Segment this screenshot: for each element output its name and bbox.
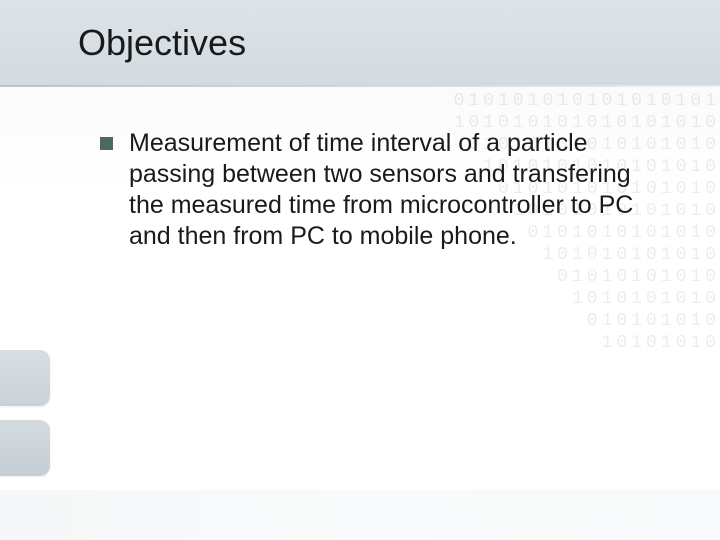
decorative-tab: [0, 420, 50, 476]
decorative-tab: [0, 350, 50, 406]
slide: Objectives 010101010101010101 1010101010…: [0, 0, 720, 540]
title-divider: [0, 85, 720, 87]
slide-title: Objectives: [78, 22, 246, 64]
left-decorative-tabs: [0, 350, 50, 490]
objective-text: Measurement of time interval of a partic…: [129, 128, 660, 252]
bullet-item: Measurement of time interval of a partic…: [100, 128, 660, 252]
square-bullet-icon: [100, 137, 113, 150]
content-area: Measurement of time interval of a partic…: [100, 128, 660, 252]
bottom-gradient: [0, 490, 720, 540]
title-band: Objectives: [0, 0, 720, 85]
